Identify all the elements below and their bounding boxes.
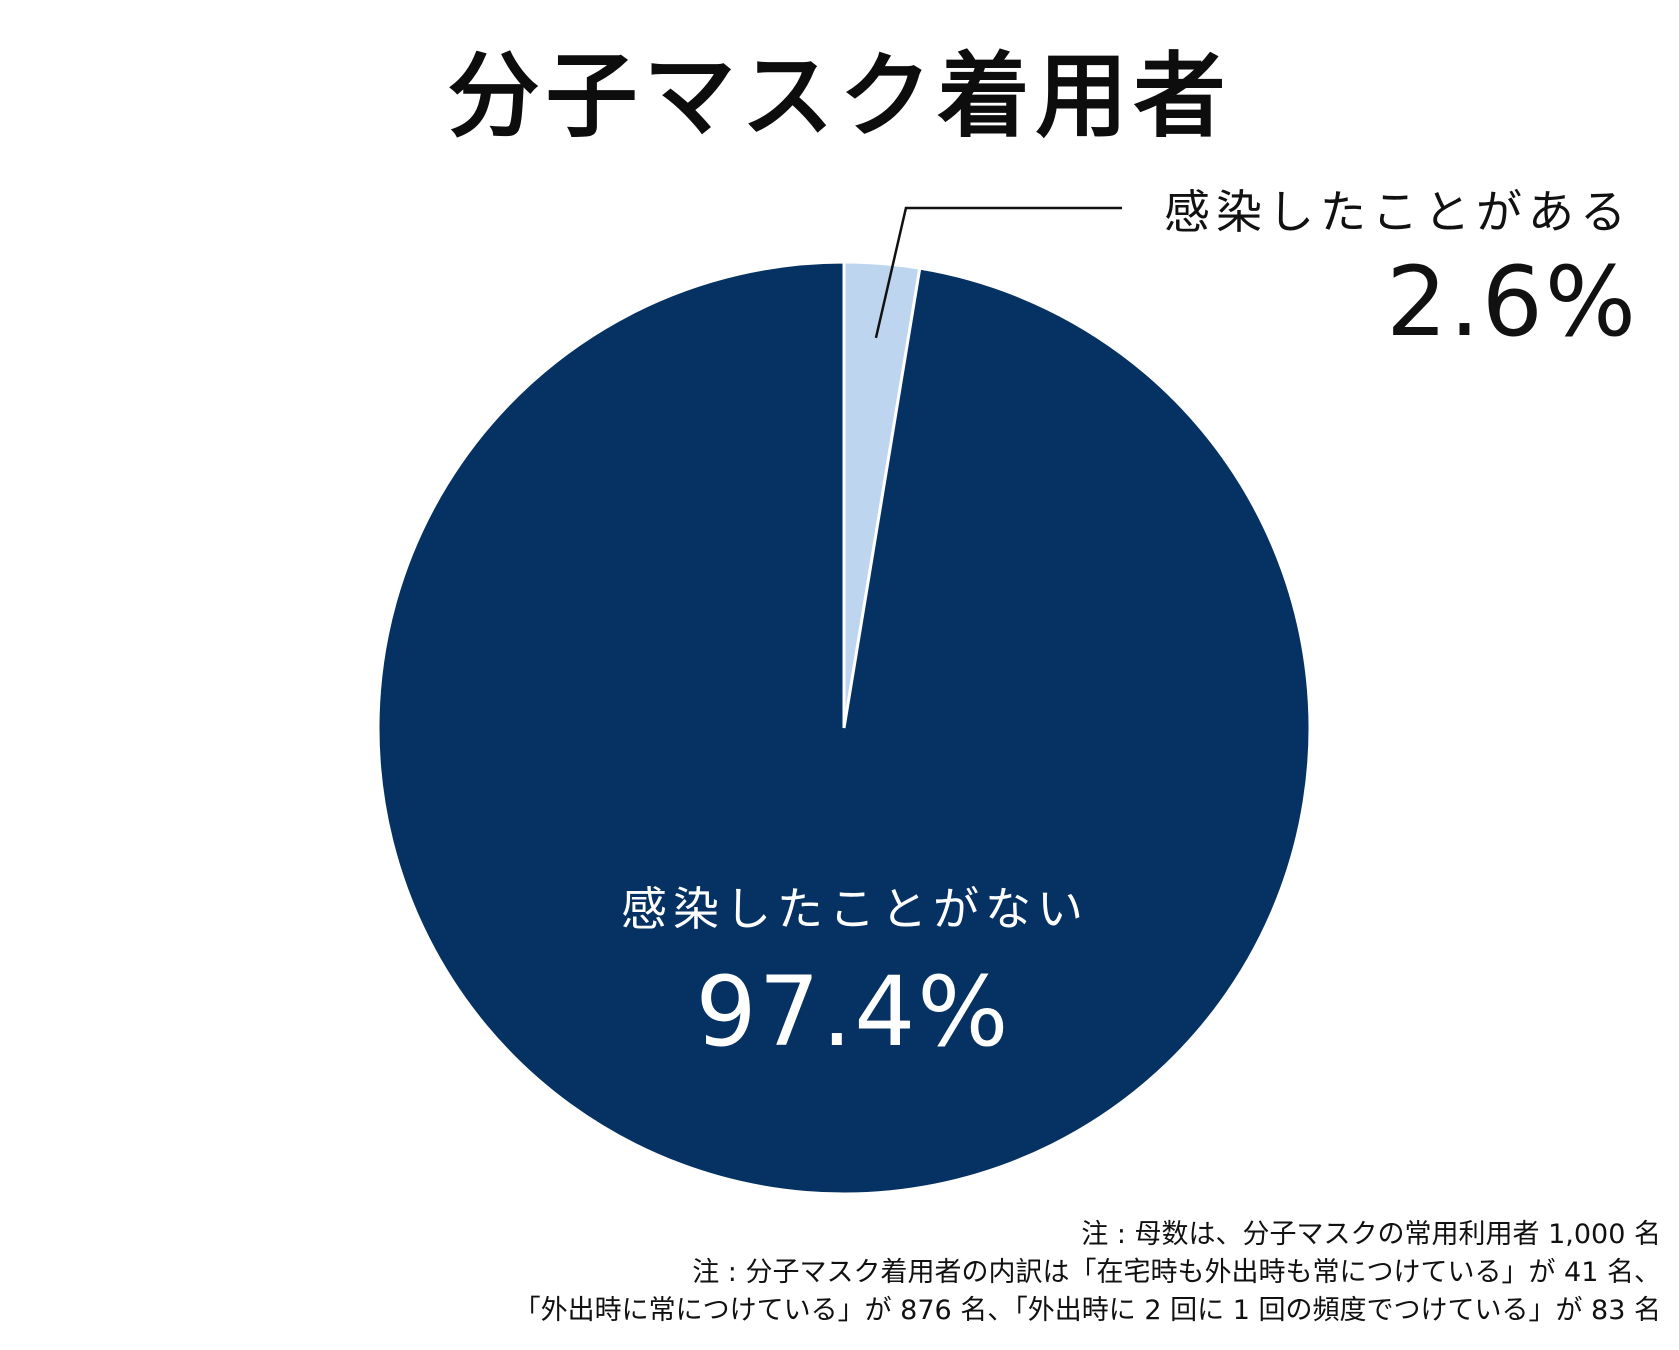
footnote-line: 「外出時に常につけている」が 876 名、「外出時に 2 回に 1 回の頻度でつ… — [513, 1295, 1661, 1326]
footnote-line: 注 : 分子マスク着用者の内訳は「在宅時も外出時も常につけている」が 41 名、 — [692, 1257, 1661, 1288]
footnote-line: 注 : 母数は、分子マスクの常用利用者 1,000 名 — [1081, 1219, 1661, 1250]
footnotes: 注 : 母数は、分子マスクの常用利用者 1,000 名 注 : 分子マスク着用者… — [514, 1216, 1661, 1330]
pie-slice-1 — [376, 260, 1312, 1196]
slice-label-not-infected: 感染したことがない — [621, 882, 1089, 936]
slice-value-infected: 2.6% — [1386, 246, 1638, 358]
slice-label-infected: 感染したことがある — [1164, 185, 1632, 239]
chart-title: 分子マスク着用者 — [447, 43, 1232, 150]
pie-slices — [376, 260, 1312, 1196]
leader-line-elbow — [874, 206, 1122, 339]
slice-value-not-infected: 97.4% — [696, 956, 1011, 1068]
